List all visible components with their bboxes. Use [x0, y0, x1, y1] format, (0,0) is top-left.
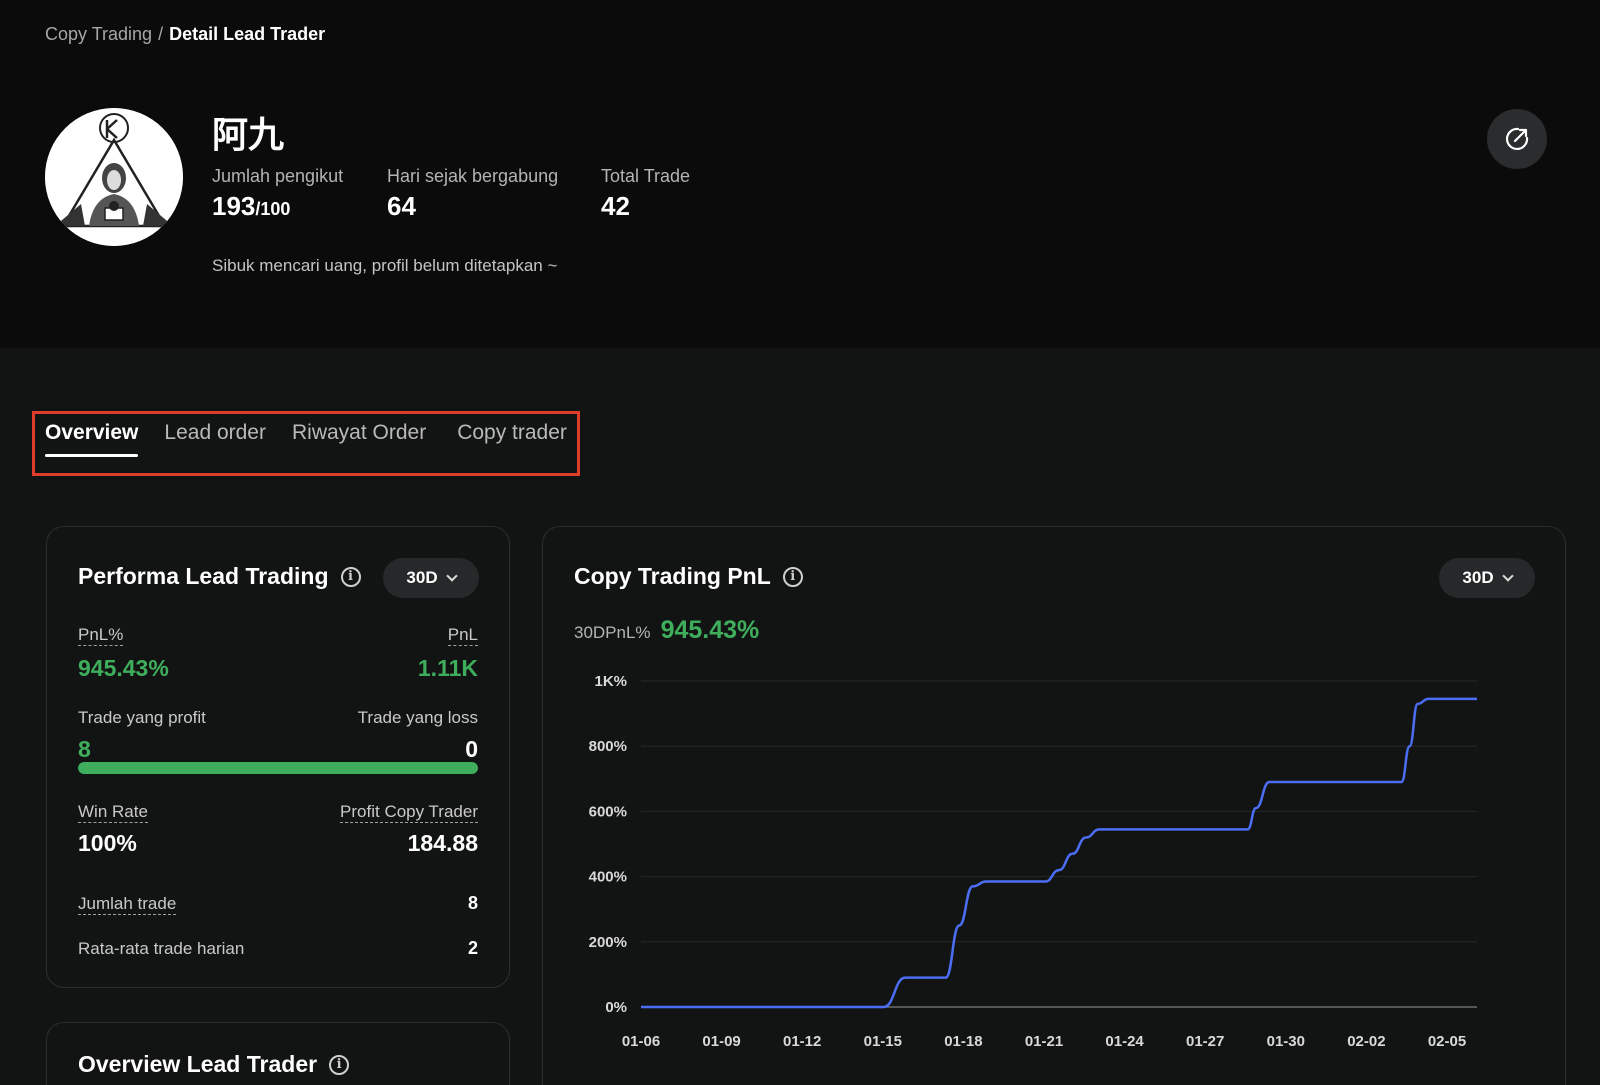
x-tick-label: 02-02 — [1347, 1033, 1385, 1050]
info-icon[interactable]: i — [329, 1054, 350, 1075]
total-trades-value: 8 — [467, 893, 478, 913]
info-icon[interactable]: i — [782, 566, 803, 587]
profile-header — [0, 0, 1600, 348]
x-tick-label: 02-05 — [1428, 1033, 1466, 1050]
pnl-row: PnL% 945.43% PnL 1.11K — [78, 625, 478, 682]
stat-total-trade: Total Trade 42 — [601, 166, 690, 222]
profit-trades-value: 8 — [78, 736, 91, 762]
y-tick-label: 1K% — [594, 673, 627, 690]
profit-loss-progress-bar — [78, 762, 478, 774]
x-tick-label: 01-21 — [1025, 1033, 1063, 1050]
stat-followers: Jumlah pengikut 193/100 — [212, 166, 343, 222]
tab-overview[interactable]: Overview — [45, 421, 139, 457]
y-tick-label: 800% — [589, 738, 627, 755]
total-trades-row: Jumlah trade 8 — [78, 893, 478, 915]
trader-name: 阿九 — [212, 115, 285, 156]
profit-trades-label: Trade yang profit — [78, 708, 206, 727]
profile-bio: Sibuk mencari uang, profil belum ditetap… — [212, 256, 558, 275]
stat-value: 193/100 — [212, 191, 291, 221]
y-tick-label: 200% — [589, 934, 627, 951]
stat-label: Hari sejak bergabung — [387, 166, 559, 186]
period-label: 30D — [406, 568, 438, 587]
tab-riwayat-order[interactable]: Riwayat Order — [291, 421, 427, 444]
tab-bar: Overview Lead order Riwayat Order Copy t… — [45, 421, 593, 457]
info-icon[interactable]: i — [340, 566, 361, 587]
pnl-period-dropdown[interactable]: 30D — [1439, 558, 1535, 598]
performance-title-text: Performa Lead Trading — [78, 563, 329, 589]
pnl-card-title-text: Copy Trading PnL — [574, 563, 771, 589]
winrate-value: 100% — [78, 830, 137, 856]
total-trades-label[interactable]: Jumlah trade — [78, 893, 177, 915]
tabs-highlight-frame — [32, 411, 580, 476]
stat-value: 42 — [601, 191, 630, 221]
trade-profit-loss-row: Trade yang profit 8 Trade yang loss 0 — [78, 708, 478, 763]
x-tick-label: 01-30 — [1267, 1033, 1305, 1050]
x-tick-label: 01-27 — [1186, 1033, 1224, 1050]
copy-trading-pnl-card: Copy Trading PnL i 30D 30DPnL% 945.43% 0… — [542, 526, 1566, 1085]
loss-trades-label: Trade yang loss — [357, 708, 478, 727]
loss-trades-value: 0 — [465, 736, 478, 762]
stat-label: Total Trade — [601, 166, 691, 186]
x-tick-label: 01-18 — [944, 1033, 982, 1050]
share-button[interactable] — [1487, 109, 1547, 169]
avatar — [45, 108, 183, 246]
pnl-card-title: Copy Trading PnL i — [574, 563, 803, 590]
overview-lead-trader-card: Overview Lead Trader i — [46, 1022, 510, 1085]
pnl-pct-label[interactable]: PnL% — [78, 625, 124, 646]
pnl-pct-value: 945.43% — [78, 655, 169, 681]
copy-profit-label[interactable]: Profit Copy Trader — [340, 802, 478, 823]
breadcrumb-separator: / — [158, 24, 164, 44]
overview-title-text: Overview Lead Trader — [78, 1051, 318, 1077]
chevron-down-icon — [1501, 570, 1514, 582]
performance-period-dropdown[interactable]: 30D — [383, 558, 479, 598]
breadcrumb-copy-trading-link[interactable]: Copy Trading — [45, 24, 153, 44]
pnl-series-line[interactable] — [641, 697, 1477, 1009]
y-tick-label: 600% — [589, 803, 627, 820]
performance-card: Performa Lead Trading i 30D PnL% 945.43%… — [46, 526, 510, 988]
winrate-row: Win Rate 100% Profit Copy Trader 184.88 — [78, 802, 478, 857]
y-tick-label: 400% — [589, 869, 627, 886]
avatar-portrait-icon — [45, 108, 183, 246]
pnl-summary-value: 945.43% — [660, 616, 760, 644]
x-tick-label: 01-06 — [622, 1033, 660, 1050]
performance-title: Performa Lead Trading i — [78, 563, 361, 590]
pnl-summary-label: 30DPnL% — [574, 623, 651, 642]
pnl-line-chart: 0% 200% 400% 600% 800% 1K% 01-06 01-09 01-12 01-1… — [589, 673, 1477, 1050]
overview-title: Overview Lead Trader i — [78, 1051, 350, 1078]
daily-avg-label: Rata-rata trade harian — [78, 938, 245, 958]
profit-progress-fill — [78, 762, 478, 774]
x-tick-label: 01-09 — [702, 1033, 740, 1050]
x-tick-label: 01-15 — [864, 1033, 902, 1050]
stat-days-joined: Hari sejak bergabung 64 — [387, 166, 558, 222]
pnl-summary: 30DPnL% 945.43% — [574, 616, 759, 645]
x-tick-label: 01-12 — [783, 1033, 821, 1050]
tab-copy-trader[interactable]: Copy trader — [457, 421, 567, 444]
daily-avg-row: Rata-rata trade harian 2 — [78, 938, 478, 959]
breadcrumb: Copy Trading / Detail Lead Trader — [45, 24, 325, 45]
chevron-down-icon — [445, 570, 458, 582]
winrate-label[interactable]: Win Rate — [78, 802, 148, 823]
x-tick-label: 01-24 — [1105, 1033, 1144, 1050]
y-tick-label: 0% — [605, 999, 627, 1016]
daily-avg-value: 2 — [467, 938, 478, 958]
share-external-icon — [1506, 127, 1529, 150]
tab-lead-order[interactable]: Lead order — [164, 421, 266, 444]
stat-value: 64 — [387, 191, 416, 221]
pnl-label[interactable]: PnL — [447, 625, 478, 646]
copy-profit-value: 184.88 — [407, 830, 478, 856]
pnl-value: 1.11K — [417, 655, 478, 681]
breadcrumb-current: Detail Lead Trader — [169, 24, 326, 44]
stat-label: Jumlah pengikut — [212, 166, 344, 186]
period-label: 30D — [1462, 568, 1494, 587]
